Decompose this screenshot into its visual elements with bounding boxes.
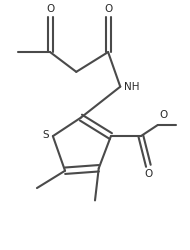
- Text: NH: NH: [124, 82, 140, 92]
- Text: O: O: [159, 110, 167, 120]
- Text: O: O: [104, 4, 112, 15]
- Text: S: S: [42, 130, 49, 140]
- Text: O: O: [144, 169, 153, 179]
- Text: O: O: [46, 4, 54, 15]
